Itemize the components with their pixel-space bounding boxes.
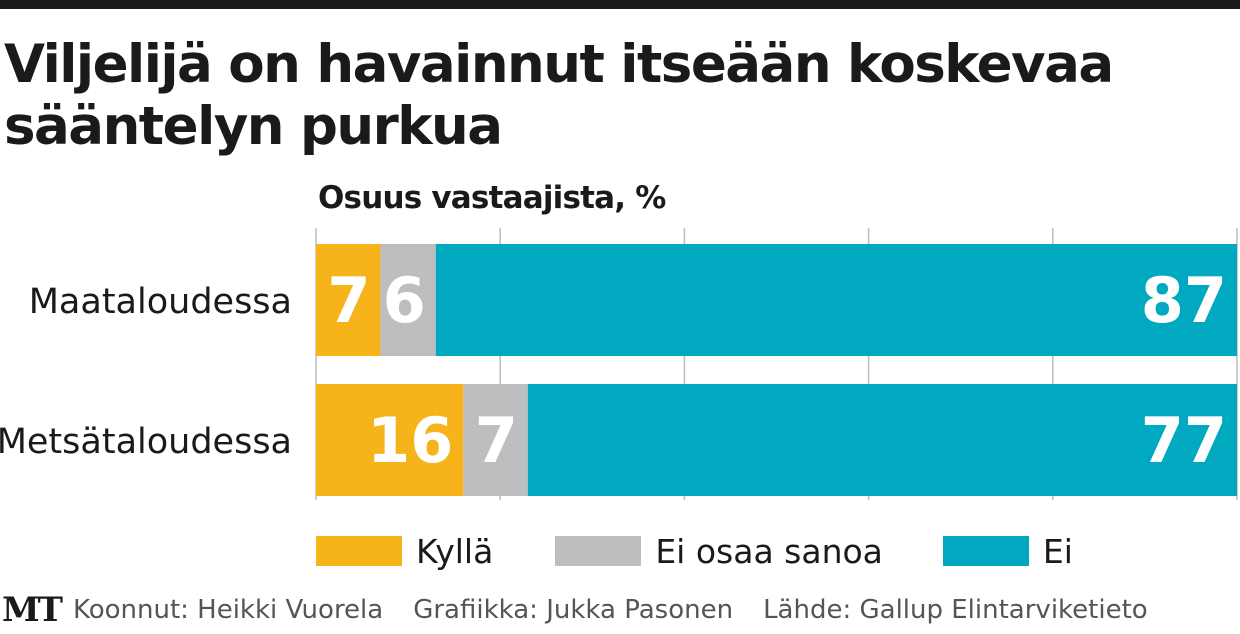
credit-graphics: Grafiikka: Jukka Pasonen — [413, 595, 734, 625]
mt-logo: MT — [2, 590, 63, 630]
data-label: 77 — [1141, 404, 1227, 477]
bar-segment — [380, 244, 436, 356]
footer: MT Koonnut: Heikki Vuorela Grafiikka: Ju… — [2, 590, 1148, 630]
credit-compiled-by: Koonnut: Heikki Vuorela — [72, 595, 384, 625]
bars — [316, 244, 1238, 496]
chart-title: Viljelijä on havainnut itseään koskevaa … — [4, 34, 1114, 157]
bar-segment — [316, 244, 381, 356]
bar-segment — [527, 384, 1237, 496]
data-label: 7 — [475, 404, 518, 477]
top-rule — [0, 0, 1240, 9]
credit-source: Lähde: Gallup Elintarviketieto — [763, 595, 1148, 625]
data-label: 16 — [367, 404, 453, 477]
legend-swatch-ei — [942, 536, 1029, 566]
legend-label-ei: Ei — [1042, 531, 1073, 571]
category-label: Metsätaloudessa — [0, 422, 292, 462]
legend-label-ei-osaa-sanoa: Ei osaa sanoa — [655, 531, 883, 571]
category-labels: Maataloudessa Metsätaloudessa — [0, 282, 292, 462]
bar-segment — [435, 244, 1238, 356]
legend-swatch-ei-osaa-sanoa — [555, 536, 642, 566]
chart-subtitle: Osuus vastaajista, % — [318, 180, 666, 216]
category-label: Maataloudessa — [29, 282, 292, 322]
legend-label-kylla: Kyllä — [416, 531, 494, 571]
legend-item-ei: Ei — [942, 531, 1073, 571]
bar-segment — [463, 384, 528, 496]
legend-item-ei-osaa-sanoa: Ei osaa sanoa — [555, 532, 883, 571]
legend-item-kylla: Kyllä — [316, 532, 493, 571]
legend: Kyllä Ei osaa sanoa Ei — [316, 530, 1073, 572]
legend-swatch-kylla — [316, 536, 402, 566]
data-label: 6 — [383, 264, 426, 337]
data-label: 7 — [327, 264, 370, 337]
bar-segment — [316, 384, 464, 496]
data-label: 87 — [1141, 264, 1227, 337]
